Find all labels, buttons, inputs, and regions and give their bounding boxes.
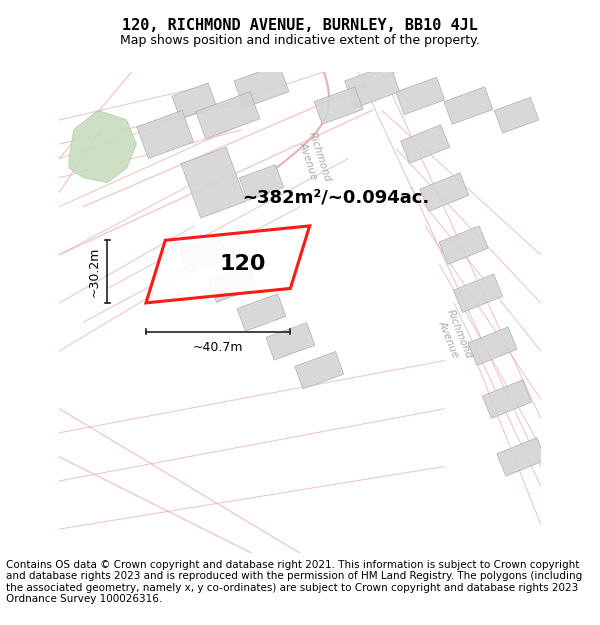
Polygon shape: [439, 226, 488, 264]
Polygon shape: [146, 226, 310, 303]
Text: Contains OS data © Crown copyright and database right 2021. This information is : Contains OS data © Crown copyright and d…: [6, 560, 582, 604]
Polygon shape: [181, 148, 246, 218]
Polygon shape: [234, 64, 289, 108]
Polygon shape: [497, 438, 546, 476]
Polygon shape: [420, 173, 469, 211]
Polygon shape: [444, 87, 493, 124]
Text: ~382m²/~0.094ac.: ~382m²/~0.094ac.: [242, 188, 430, 206]
Text: 120, RICHMOND AVENUE, BURNLEY, BB10 4JL: 120, RICHMOND AVENUE, BURNLEY, BB10 4JL: [122, 18, 478, 32]
Text: ~40.7m: ~40.7m: [193, 341, 244, 354]
Polygon shape: [196, 92, 260, 139]
Polygon shape: [208, 265, 257, 302]
Polygon shape: [396, 78, 445, 114]
Text: Richmond
Avenue: Richmond Avenue: [434, 308, 474, 365]
Polygon shape: [69, 111, 136, 182]
Polygon shape: [344, 64, 400, 108]
Text: ~30.2m: ~30.2m: [87, 246, 100, 297]
Polygon shape: [454, 274, 503, 312]
Text: Map shows position and indicative extent of the property.: Map shows position and indicative extent…: [120, 34, 480, 47]
Polygon shape: [468, 327, 517, 366]
Text: 120: 120: [219, 254, 265, 274]
Polygon shape: [237, 294, 286, 331]
Polygon shape: [494, 98, 539, 133]
Polygon shape: [314, 87, 363, 124]
Polygon shape: [137, 111, 194, 159]
Polygon shape: [172, 83, 217, 119]
Polygon shape: [482, 380, 532, 418]
Polygon shape: [295, 351, 344, 389]
Text: Richmond
Avenue: Richmond Avenue: [296, 131, 333, 187]
Polygon shape: [179, 236, 228, 274]
Polygon shape: [239, 164, 284, 201]
Polygon shape: [401, 125, 450, 163]
Polygon shape: [266, 322, 315, 360]
